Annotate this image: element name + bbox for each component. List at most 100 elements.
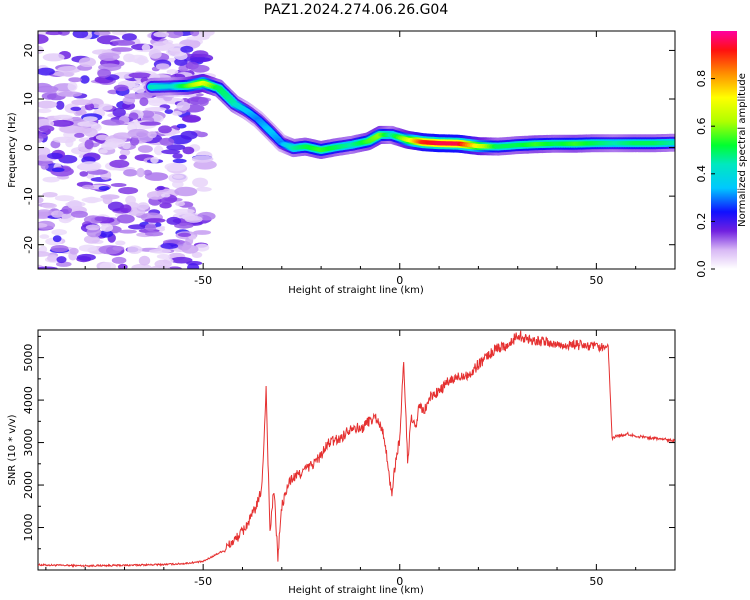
noise-blob [136, 167, 145, 178]
noise-blob [174, 186, 198, 197]
noise-blob [125, 195, 136, 205]
noise-blob [159, 137, 175, 146]
noise-blob [146, 97, 167, 103]
noise-blob [102, 195, 113, 205]
snr-series-line [38, 330, 675, 568]
x-tick-label: -50 [194, 274, 212, 287]
snr-panel: -50 0 50 1000 2000 3000 4000 5000 Height of str… [7, 329, 676, 596]
noise-blob [38, 146, 51, 156]
noise-blob [139, 97, 149, 107]
noise-blob [128, 112, 139, 120]
noise-blob [181, 41, 200, 47]
noise-blob [51, 167, 65, 172]
noise-blob [191, 155, 214, 163]
noise-blob [119, 204, 132, 213]
noise-blob [110, 183, 127, 187]
y-tick-label: 2000 [22, 471, 35, 499]
colorbar-scale [711, 31, 737, 269]
noise-blob [128, 224, 148, 230]
noise-blob [99, 230, 114, 238]
noise-blob [71, 99, 93, 106]
noise-blob [178, 64, 189, 72]
noise-blob [150, 156, 159, 164]
noise-blob [117, 263, 128, 269]
snr-xlabel: Height of straight line (km) [288, 585, 424, 596]
y-tick-label: 5000 [22, 344, 35, 372]
y-tick-label: -20 [22, 236, 35, 254]
noise-blob [101, 119, 125, 126]
spectrogram-ridge [145, 74, 675, 159]
noise-blob [74, 132, 85, 138]
noise-blob [148, 248, 172, 254]
noise-blob [148, 49, 162, 59]
x-tick-label: 0 [396, 274, 403, 287]
noise-blob [51, 229, 67, 236]
noise-blob [144, 107, 167, 112]
noise-blob [156, 254, 171, 259]
spectrogram-noise [38, 31, 217, 269]
noise-blob [172, 158, 187, 164]
noise-blob [38, 100, 58, 109]
noise-blob [50, 119, 74, 127]
noise-blob [75, 109, 87, 116]
noise-blob [38, 108, 52, 114]
noise-blob [146, 191, 165, 200]
noise-blob [70, 106, 82, 111]
noise-blob [176, 123, 187, 129]
noise-blob [163, 96, 173, 102]
ridge-cell [671, 140, 675, 145]
noise-blob [101, 141, 118, 150]
noise-blob [166, 69, 179, 75]
noise-blob [180, 45, 194, 53]
noise-blob [174, 57, 188, 66]
y-tick-label: 1000 [22, 514, 35, 542]
noise-blob [83, 235, 100, 244]
noise-blob [160, 243, 179, 249]
y-tick-label: 4000 [22, 386, 35, 414]
noise-blob [123, 169, 138, 177]
noise-blob [99, 262, 116, 269]
noise-blob [56, 256, 67, 264]
noise-blob [71, 210, 88, 218]
noise-blob [52, 235, 62, 243]
noise-blob [67, 81, 78, 92]
y-tick-label: 20 [22, 43, 35, 57]
noise-blob [187, 263, 200, 269]
noise-blob [153, 145, 164, 156]
spectrogram-frame [37, 30, 676, 270]
noise-blob [100, 223, 114, 232]
noise-blob [115, 240, 126, 246]
noise-blob [54, 195, 75, 202]
noise-blob [170, 256, 193, 264]
noise-blob [38, 133, 48, 139]
noise-blob [111, 47, 133, 52]
noise-blob [124, 93, 145, 100]
noise-blob [61, 205, 72, 215]
noise-blob [38, 266, 58, 269]
noise-blob [166, 144, 186, 151]
y-tick-label: 0 [22, 144, 35, 151]
noise-blob [165, 31, 184, 39]
noise-blob [42, 192, 58, 198]
noise-blob [58, 91, 82, 97]
noise-blob [189, 57, 211, 62]
noise-blob [156, 185, 165, 191]
noise-blob [67, 200, 82, 210]
noise-blob [190, 64, 210, 73]
noise-blob [164, 109, 174, 114]
noise-blob [144, 218, 166, 223]
noise-blob [86, 173, 95, 179]
noise-blob [38, 45, 44, 55]
noise-blob [159, 202, 172, 209]
noise-blob [81, 184, 95, 190]
noise-blob [192, 50, 209, 58]
noise-blob [78, 161, 102, 172]
noise-blob [113, 132, 132, 140]
noise-blob [160, 193, 171, 198]
noise-blob [174, 222, 194, 229]
noise-blob [116, 214, 135, 224]
noise-blob [190, 31, 200, 37]
noise-blob [113, 84, 129, 92]
noise-blob [94, 31, 111, 36]
